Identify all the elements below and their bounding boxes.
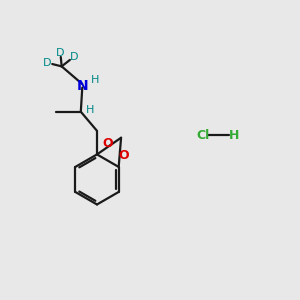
Text: D: D — [43, 58, 52, 68]
Text: H: H — [91, 75, 99, 85]
Text: O: O — [118, 149, 129, 162]
Text: D: D — [56, 48, 64, 58]
Text: D: D — [70, 52, 78, 62]
Text: Cl: Cl — [196, 129, 210, 142]
Text: H: H — [229, 129, 239, 142]
Text: N: N — [76, 79, 88, 93]
Text: H: H — [86, 105, 94, 115]
Text: O: O — [103, 137, 113, 150]
